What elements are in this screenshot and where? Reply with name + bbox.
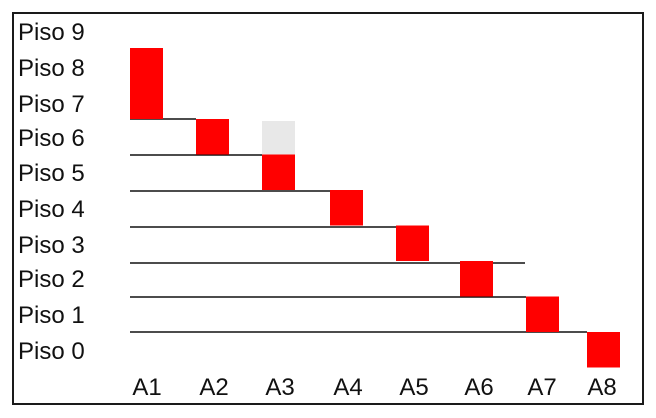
column-label-a4: A4	[333, 374, 362, 401]
column-label-a2: A2	[199, 374, 228, 401]
column-label-a3: A3	[265, 374, 294, 401]
block-a1-piso-8	[130, 48, 163, 119]
floor-label-5: Piso 5	[18, 160, 85, 187]
block-a6-piso-2	[460, 261, 493, 297]
floor-labels: Piso 9 Piso 8 Piso 7 Piso 6 Piso 5 Piso …	[18, 19, 85, 365]
block-a3-piso-6	[262, 121, 295, 155]
column-label-a1: A1	[132, 374, 161, 401]
blocks	[130, 48, 620, 368]
block-a8-piso-0	[587, 332, 620, 368]
column-labels: A1 A2 A3 A4 A5 A6 A7 A8	[132, 374, 616, 401]
floor-label-4: Piso 4	[18, 196, 85, 223]
column-label-a5: A5	[399, 374, 428, 401]
floor-lines	[130, 118, 587, 333]
floor-label-6: Piso 6	[18, 125, 85, 152]
floor-label-3: Piso 3	[18, 232, 85, 259]
block-a2-piso-6	[196, 119, 229, 155]
diagram-frame	[12, 12, 644, 405]
block-a7-piso-1	[526, 296, 559, 332]
block-a5-piso-3	[396, 225, 429, 261]
column-label-a7: A7	[527, 374, 556, 401]
floor-label-9: Piso 9	[18, 19, 85, 46]
floor-label-1: Piso 1	[18, 302, 85, 329]
floor-label-0: Piso 0	[18, 338, 85, 365]
column-label-a8: A8	[587, 374, 616, 401]
column-label-a6: A6	[464, 374, 493, 401]
floor-label-7: Piso 7	[18, 91, 85, 118]
block-a3-piso-5	[262, 154, 295, 190]
floor-label-8: Piso 8	[18, 55, 85, 82]
block-a4-piso-4	[330, 190, 363, 226]
floor-label-2: Piso 2	[18, 266, 85, 293]
